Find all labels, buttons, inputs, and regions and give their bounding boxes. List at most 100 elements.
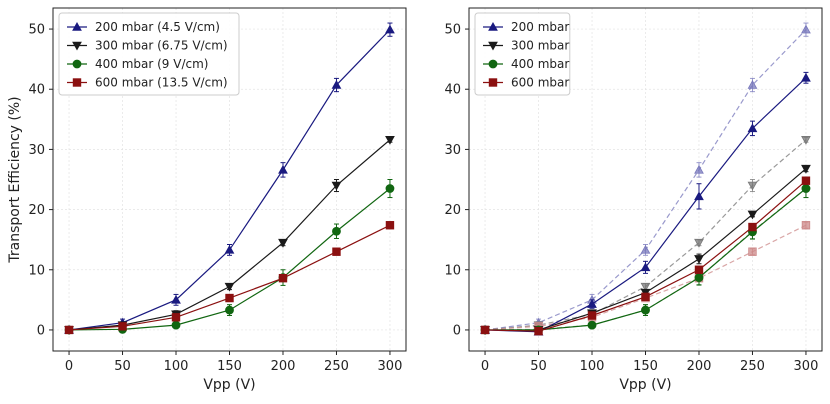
data-point xyxy=(640,262,651,272)
data-point xyxy=(640,282,651,292)
data-point xyxy=(587,311,597,320)
legend-marker xyxy=(488,41,498,51)
legend-box xyxy=(58,12,240,96)
data-point xyxy=(171,320,181,330)
x-tick-label: 300 xyxy=(378,359,403,374)
data-point xyxy=(801,24,811,34)
axes-frame xyxy=(52,7,407,352)
x-tick-label: 300 xyxy=(794,359,819,374)
data-point xyxy=(278,238,288,248)
data-point xyxy=(801,72,811,82)
data-point xyxy=(748,222,757,232)
legend-marker xyxy=(488,78,498,87)
data-point xyxy=(801,184,811,193)
x-tick-label: 100 xyxy=(164,359,189,374)
y-tick-label: 40 xyxy=(444,83,461,98)
data-point xyxy=(801,164,811,174)
legend-label: 400 mbar (9 V/cm) xyxy=(95,57,208,71)
y-tick-label: 0 xyxy=(453,323,461,338)
legend-marker xyxy=(72,41,82,51)
data-point xyxy=(171,313,181,322)
legend-label: 300 mbar xyxy=(511,39,569,53)
y-tick-label: 10 xyxy=(28,263,45,278)
data-point xyxy=(748,247,757,256)
y-tick-label: 20 xyxy=(28,203,45,218)
y-tick-label: 50 xyxy=(28,23,45,38)
data-point xyxy=(480,325,490,335)
y-tick-label: 0 xyxy=(37,323,45,338)
x-tick-label: 150 xyxy=(217,359,242,374)
legend-label: 600 mbar xyxy=(511,76,569,90)
y-tick-label: 30 xyxy=(28,143,45,158)
y-tick-label: 30 xyxy=(444,143,461,158)
data-point xyxy=(641,305,650,315)
legend-label: 600 mbar (13.5 V/cm) xyxy=(95,76,228,90)
legend: 200 mbar (4.5 V/cm) 300 mbar (6.75 V/cm) 4… xyxy=(58,12,240,96)
legend-label: 400 mbar xyxy=(511,57,569,71)
x-tick-label: 250 xyxy=(324,359,349,374)
y-tick-label: 20 xyxy=(444,203,461,218)
x-tick-label: 250 xyxy=(740,359,765,374)
data-point xyxy=(331,80,342,89)
data-point xyxy=(587,299,597,308)
data-point xyxy=(118,322,127,331)
x-axis-label: Vpp (V) xyxy=(619,377,671,393)
legend-marker xyxy=(72,59,82,69)
series xyxy=(480,176,811,336)
data-point xyxy=(694,238,704,248)
data-point xyxy=(225,293,234,303)
data-point xyxy=(224,282,235,292)
data-point xyxy=(747,210,758,220)
data-point xyxy=(801,136,811,145)
legend: 200 mbar 300 mbar 400 mbar 600 mbar xyxy=(474,12,571,96)
data-point xyxy=(694,273,704,282)
y-tick-label: 40 xyxy=(28,83,45,98)
data-point xyxy=(224,244,235,254)
x-tick-label: 50 xyxy=(530,359,547,374)
y-axis-label: Transport Efficiency (%) xyxy=(7,96,23,263)
legend-label: 300 mbar (6.75 V/cm) xyxy=(95,39,228,53)
data-point xyxy=(694,255,704,264)
data-point xyxy=(385,24,395,34)
legend-label: 200 mbar xyxy=(511,20,569,34)
data-point xyxy=(694,265,704,274)
legend-box xyxy=(474,12,571,96)
data-point xyxy=(171,294,181,304)
x-tick-label: 200 xyxy=(687,359,712,374)
data-point xyxy=(385,184,395,193)
data-point xyxy=(640,244,651,254)
data-point xyxy=(385,136,395,145)
data-point xyxy=(801,176,811,185)
x-tick-label: 50 xyxy=(114,359,131,374)
data-point xyxy=(331,181,342,191)
legend-label: 200 mbar (4.5 V/cm) xyxy=(95,20,220,34)
legend-marker xyxy=(488,59,498,69)
x-tick-label: 200 xyxy=(271,359,296,374)
legend-marker xyxy=(72,78,82,87)
chart-left: 0 50 100 150 200 250 300 0 10 20 30 40 50 Vpp (V) Tran… xyxy=(7,7,407,393)
x-tick-label: 0 xyxy=(481,359,489,374)
x-tick-label: 0 xyxy=(65,359,73,374)
data-point xyxy=(534,326,543,336)
data-point xyxy=(747,181,758,191)
data-point xyxy=(225,305,234,315)
data-point xyxy=(641,292,650,302)
data-point xyxy=(694,191,704,201)
data-point xyxy=(694,164,704,174)
data-point xyxy=(332,247,341,256)
chart-right: 0 50 100 150 200 250 300 0 10 20 30 40 50 Vpp (V) 200 … xyxy=(444,7,823,393)
data-point xyxy=(332,226,341,236)
axes-frame xyxy=(468,7,823,352)
x-tick-label: 150 xyxy=(633,359,658,374)
data-point xyxy=(587,320,597,330)
data-point xyxy=(385,221,395,230)
x-tick-label: 100 xyxy=(580,359,605,374)
data-point xyxy=(278,273,288,283)
data-point xyxy=(747,123,758,133)
legend-marker xyxy=(488,21,498,31)
data-point xyxy=(747,80,758,89)
data-point xyxy=(801,221,811,230)
y-tick-label: 10 xyxy=(444,263,461,278)
series xyxy=(64,221,395,335)
